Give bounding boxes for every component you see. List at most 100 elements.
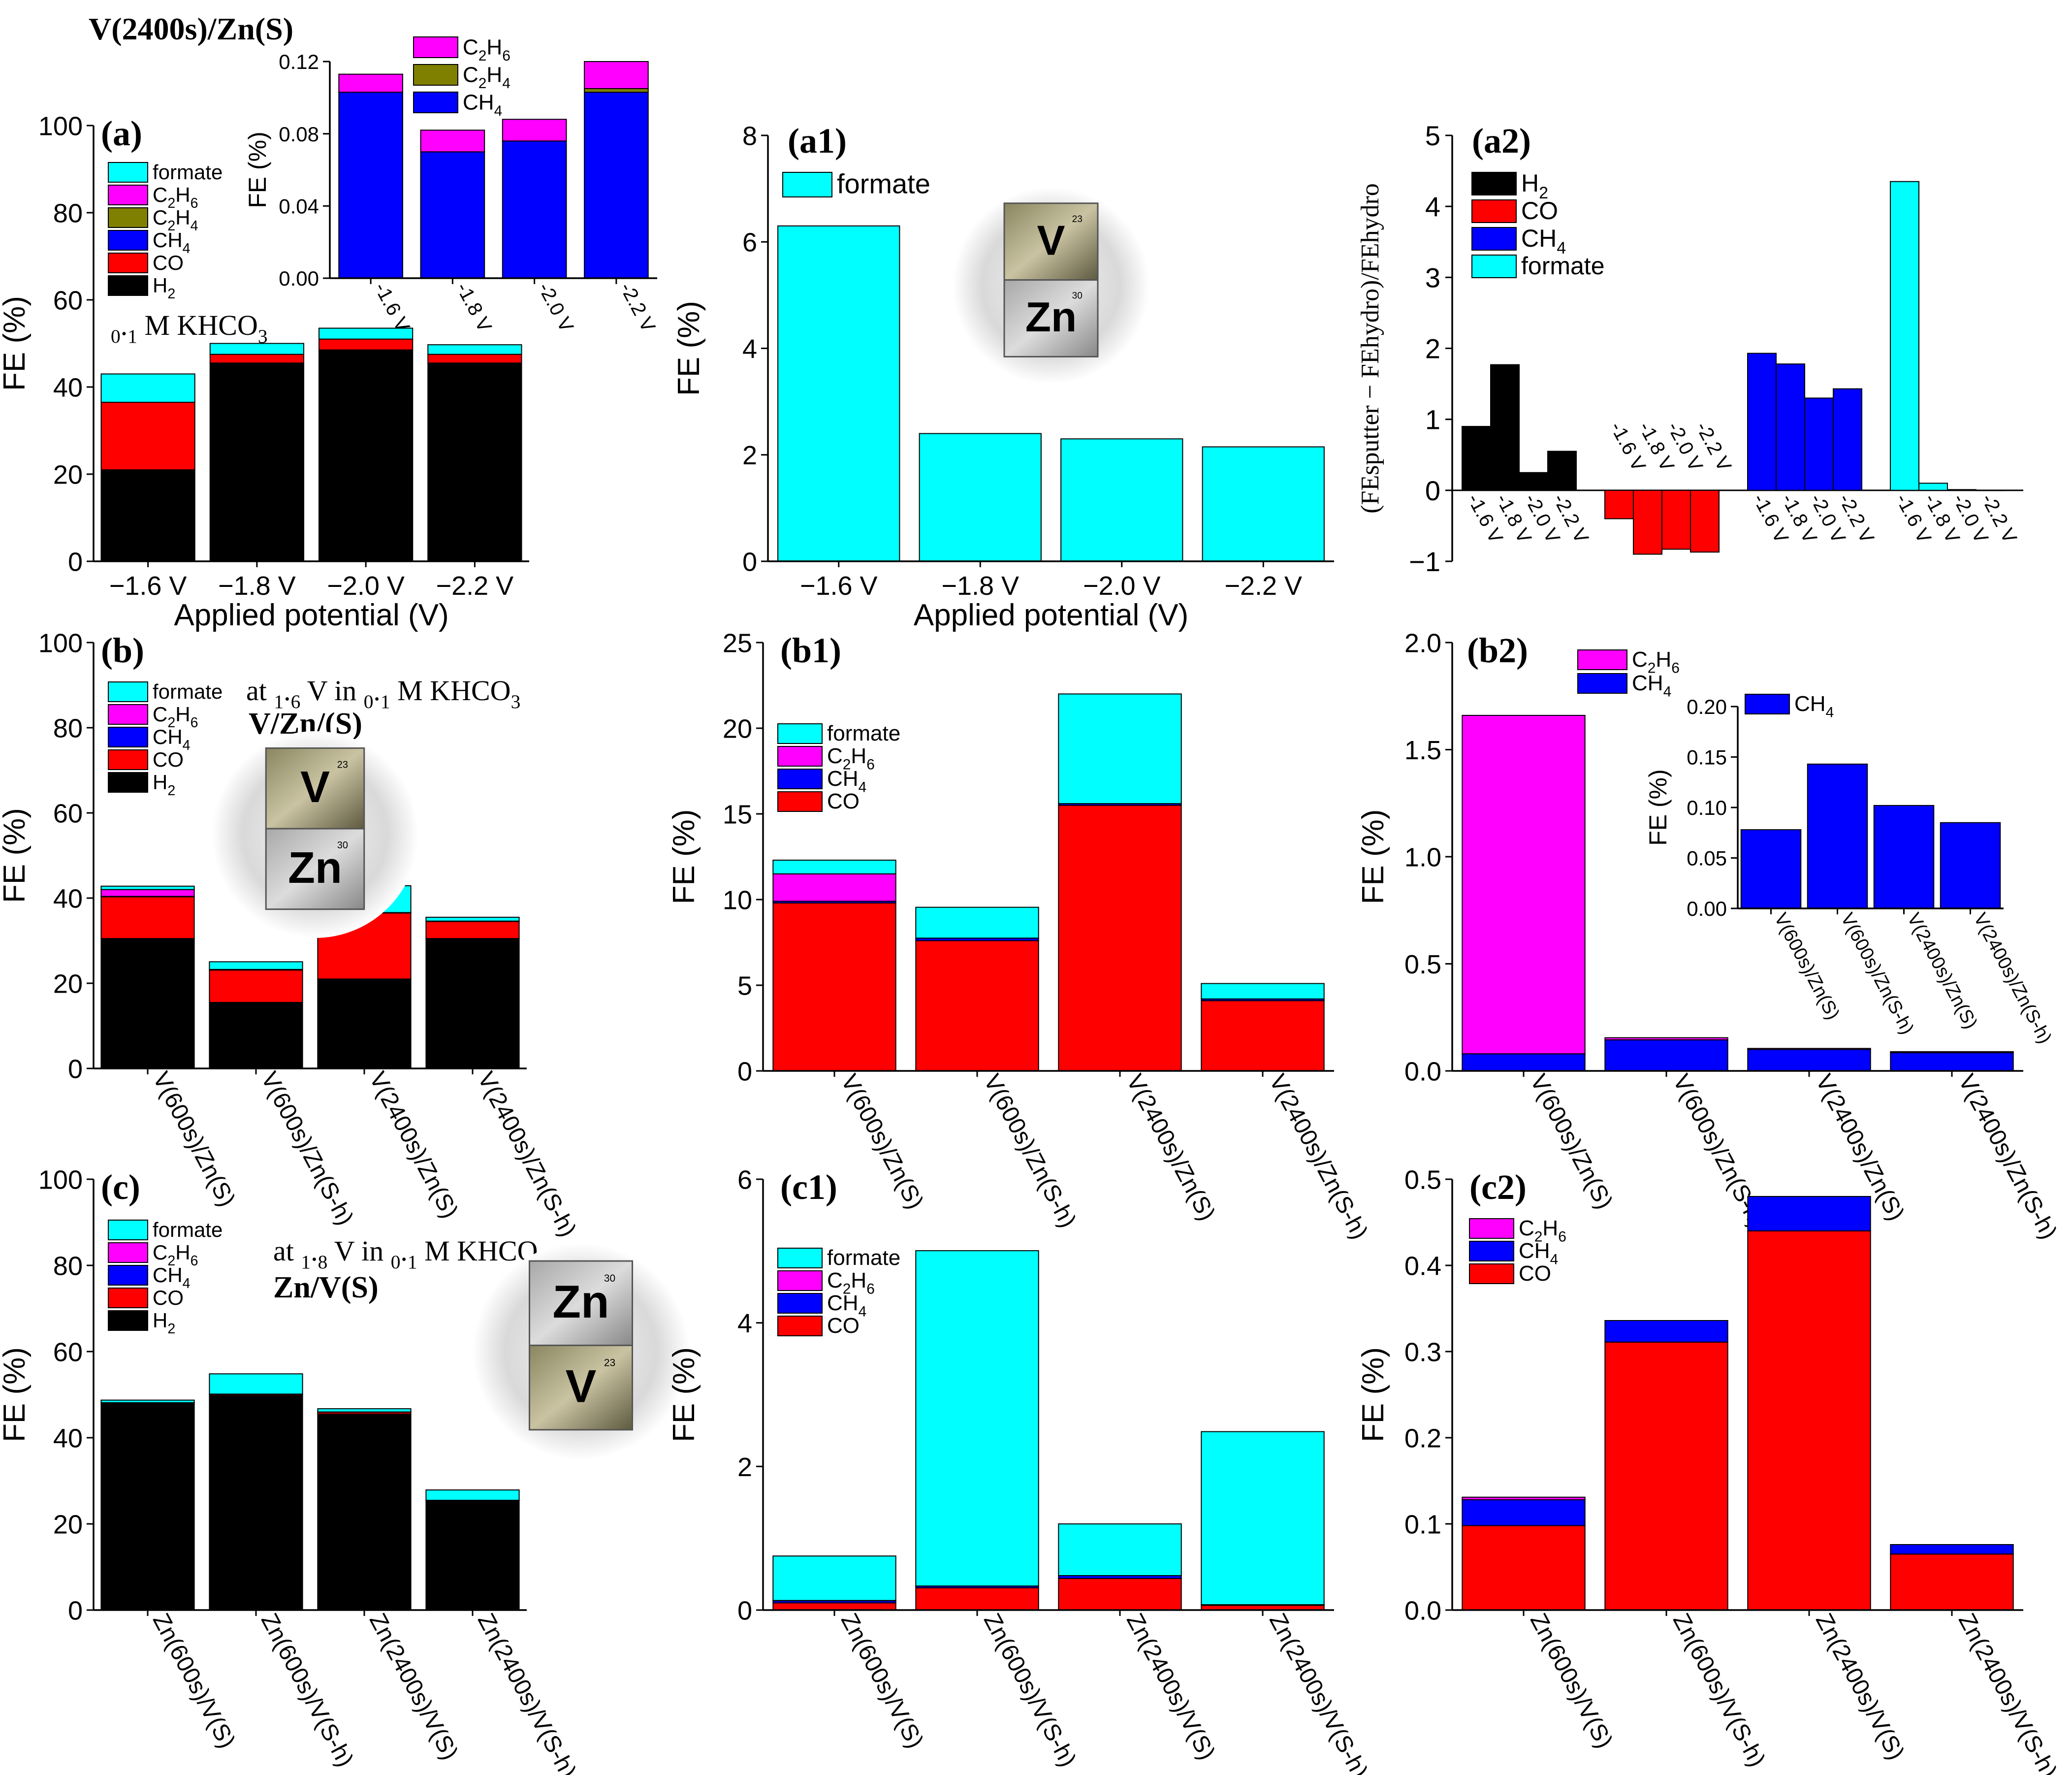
bar-formate xyxy=(425,916,520,922)
legend-swatch-C2H4 xyxy=(108,207,148,228)
atomic-number: 30 xyxy=(1072,291,1083,301)
legend-swatch-CO xyxy=(1471,199,1517,223)
y-tick-label: −1 xyxy=(1409,546,1440,577)
panel-label: (a2) xyxy=(1472,121,1531,161)
bar-formate xyxy=(1201,983,1325,1000)
legend-label: formate xyxy=(153,1218,223,1241)
x-tick-label: V(600s)/Zn(S-h) xyxy=(256,1067,358,1229)
y-tick-label: 3 xyxy=(1425,262,1440,293)
legend-swatch-CH4 xyxy=(413,92,458,113)
legend-label: CH4 xyxy=(153,725,191,753)
y-tick-label: 1 xyxy=(1425,404,1440,435)
bar-H2 xyxy=(317,978,412,1069)
bar-CH4 xyxy=(338,92,403,279)
legend-label: C2H6 xyxy=(153,703,198,731)
atomic-number: 30 xyxy=(604,1273,615,1284)
legend-label: formate xyxy=(827,1246,900,1270)
legend-label: CO xyxy=(1521,197,1558,225)
bar-CO xyxy=(100,401,195,471)
panel-label: (a1) xyxy=(788,121,847,161)
legend-label: CO xyxy=(153,748,184,771)
legend-swatch-CO xyxy=(108,253,148,273)
chart-undefined: -1.6 V -1.8 V -2.0 V -2.2 V 0.00 0.04 0.08 0.12… xyxy=(244,35,660,336)
panel-label: (b) xyxy=(101,631,144,670)
y-tick-label: 6 xyxy=(737,1165,752,1194)
bar-H2 xyxy=(425,938,520,1069)
legend-label: CO xyxy=(1519,1261,1551,1286)
x-tick-label: V(2400s)/Zn(S-h) xyxy=(1264,1070,1373,1243)
legend-label: formate xyxy=(827,721,900,745)
bar-formate xyxy=(425,1489,520,1501)
y-tick-label: 8 xyxy=(742,121,757,151)
y-tick-label: 0.2 xyxy=(1404,1423,1441,1453)
bar-CO xyxy=(425,921,520,939)
y-tick-label: 5 xyxy=(737,971,752,1000)
y-tick-label: 1.0 xyxy=(1404,842,1441,872)
legend-label: CH4 xyxy=(153,1263,191,1291)
y-tick-label: 0.5 xyxy=(1404,1165,1441,1194)
bar-formate xyxy=(100,1399,195,1403)
chart-undefined: V(600s)/Zn(S)V(600s)/Zn(S-h)V(2400s)/Zn(… xyxy=(1644,692,2056,1047)
legend-swatch-formate xyxy=(108,1220,148,1240)
x-tick-label: V(600s)/Zn(S-h) xyxy=(1837,910,1918,1038)
bar-formate xyxy=(427,344,522,355)
bar-H2 xyxy=(100,938,195,1069)
x-tick-label: Zn(600s)/V(S) xyxy=(1525,1609,1618,1752)
legend-swatch-formate xyxy=(782,172,832,197)
bar-H2 xyxy=(317,1413,412,1611)
bar-CH4 xyxy=(1873,805,1935,909)
bar-formate xyxy=(915,906,1039,939)
bar-formate xyxy=(209,1373,303,1395)
legend-label: C2H6 xyxy=(1632,647,1680,676)
y-axis-title: FE (%) xyxy=(1356,1347,1390,1442)
panel-label: (a) xyxy=(101,114,142,153)
y-tick-label: 20 xyxy=(53,1510,83,1539)
x-axis-title: Applied potential (V) xyxy=(174,598,448,632)
y-axis-title: FE (%) xyxy=(244,131,271,208)
condition-note: at 1.6 V in 0.1 M KHCO3 xyxy=(246,675,520,712)
bar-C2H6 xyxy=(1747,1048,1871,1050)
bar-CO xyxy=(100,896,195,939)
y-axis-title: FE (%) xyxy=(0,1347,32,1442)
y-tick-label: 60 xyxy=(53,1337,83,1367)
legend-swatch-CH4 xyxy=(1471,227,1517,251)
legend-swatch-H2 xyxy=(108,275,148,296)
legend-swatch-CH4 xyxy=(108,727,148,747)
chart-c: Zn(600s)/V(S) Zn(600s)/V(S-h) Zn(2400s)/V(… xyxy=(0,1165,689,1775)
y-tick-label: 0 xyxy=(1425,475,1440,506)
cube-bottom xyxy=(1003,279,1099,357)
chart-c1: Zn(600s)/V(S) Zn(600s)/V(S-h) Zn(2400s)/V(… xyxy=(667,1165,1373,1775)
chart-a1: −1.6 V −1.8 V −2.0 V −2.2 V 0 2 4 6 8 FE (%) Appli… xyxy=(672,121,1334,632)
y-tick-label: 0 xyxy=(68,1054,83,1084)
y-tick-label: 5 xyxy=(1425,120,1440,151)
legend-swatch-C2H6 xyxy=(108,704,148,725)
bar-C2H6 xyxy=(1890,1051,2014,1054)
y-axis-title: FE (%) xyxy=(667,1347,701,1442)
legend-swatch-C2H6 xyxy=(108,1242,148,1263)
y-tick-label: 0.12 xyxy=(279,50,319,73)
x-tick-label: V(600s)/Zn(S-h) xyxy=(979,1070,1081,1232)
bar-CH4 xyxy=(1604,1320,1728,1343)
y-tick-label: 4 xyxy=(1425,191,1440,222)
legend-swatch-H2 xyxy=(1471,172,1517,195)
bar-CH4 xyxy=(1462,1053,1586,1071)
legend-label: C2H6 xyxy=(153,1241,198,1269)
bar-H2 xyxy=(100,1403,195,1611)
x-tick-label: -1.6 V xyxy=(370,279,414,336)
bar-H2 xyxy=(209,362,305,562)
x-tick-label: Zn(600s)/V(S) xyxy=(148,1609,240,1752)
legend-label: H2 xyxy=(1521,169,1548,202)
element-symbol: Zn xyxy=(288,843,342,893)
legend-label: formate xyxy=(153,161,223,184)
y-tick-label: 0 xyxy=(737,1596,752,1625)
x-tick-label: Zn(2400s)/V(S-h) xyxy=(1264,1609,1373,1775)
x-tick-label: V(2400s)/Zn(S) xyxy=(1121,1070,1220,1225)
legend-label: formate xyxy=(153,680,223,703)
legend-label: CH4 xyxy=(827,767,866,795)
x-tick-label: V(2400s)/Zn(S) xyxy=(1903,910,1981,1033)
bar-CH4 xyxy=(1940,822,2001,909)
y-tick-label: 60 xyxy=(53,286,83,315)
legend-swatch-CO xyxy=(777,791,823,812)
cube-top xyxy=(1003,202,1099,281)
